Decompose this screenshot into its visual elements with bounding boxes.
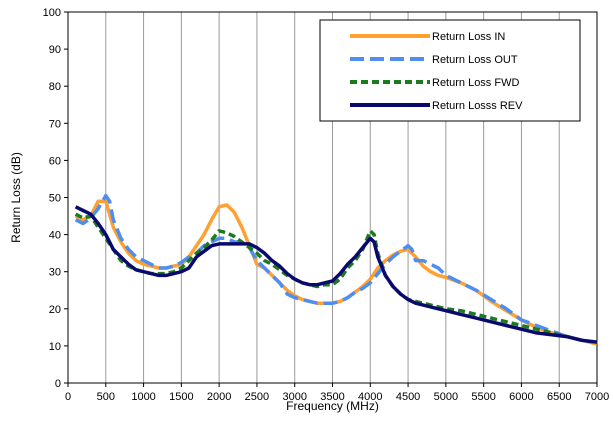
y-tick-label: 40 bbox=[49, 230, 61, 242]
y-tick-label: 80 bbox=[49, 81, 61, 93]
x-tick-label: 2000 bbox=[207, 391, 231, 403]
x-tick-label: 500 bbox=[97, 391, 115, 403]
x-tick-label: 6000 bbox=[509, 391, 533, 403]
y-tick-label: 70 bbox=[49, 118, 61, 130]
legend: Return Loss IN Return Loss OUT Return Loss… bbox=[319, 19, 581, 122]
y-tick-label: 90 bbox=[49, 44, 61, 56]
x-tick-label: 5000 bbox=[434, 391, 458, 403]
x-tick-label: 1000 bbox=[131, 391, 155, 403]
y-axis-title: Return Loss (dB) bbox=[9, 152, 23, 243]
y-tick-label: 50 bbox=[49, 193, 61, 205]
series-line-2 bbox=[74, 193, 598, 344]
y-tick-label: 60 bbox=[49, 155, 61, 167]
x-axis-title: Frequency (MHz) bbox=[286, 399, 379, 413]
x-tick-label: 3500 bbox=[320, 391, 344, 403]
x-tick-label: 2500 bbox=[245, 391, 269, 403]
x-tick-label: 5500 bbox=[471, 391, 495, 403]
x-tick-label: 4500 bbox=[396, 391, 420, 403]
x-tick-label: 7000 bbox=[585, 391, 609, 403]
legend-label: Return Loss OUT bbox=[432, 54, 518, 66]
y-tick-label: 20 bbox=[49, 304, 61, 316]
x-tick-label: 1500 bbox=[169, 391, 193, 403]
x-tick-label: 6500 bbox=[547, 391, 571, 403]
legend-label: Return Loss FWD bbox=[432, 77, 519, 89]
y-tick-label: 30 bbox=[49, 267, 61, 279]
y-tick-label: 10 bbox=[49, 341, 61, 353]
axis-ticks: 0 500 1000 1500 2000 2500 3000 3500 4000 4500 5000… bbox=[43, 7, 610, 403]
legend-label: Return Loss IN bbox=[432, 31, 505, 43]
legend-label: Return Losss REV bbox=[432, 100, 523, 112]
x-tick-label: 4000 bbox=[358, 391, 382, 403]
x-tick-label: 0 bbox=[65, 391, 71, 403]
series-lines bbox=[74, 193, 598, 346]
series-line-4 bbox=[74, 205, 598, 344]
x-tick-label: 3000 bbox=[282, 391, 306, 403]
y-tick-label: 0 bbox=[55, 378, 61, 390]
y-tick-label: 100 bbox=[43, 7, 61, 19]
